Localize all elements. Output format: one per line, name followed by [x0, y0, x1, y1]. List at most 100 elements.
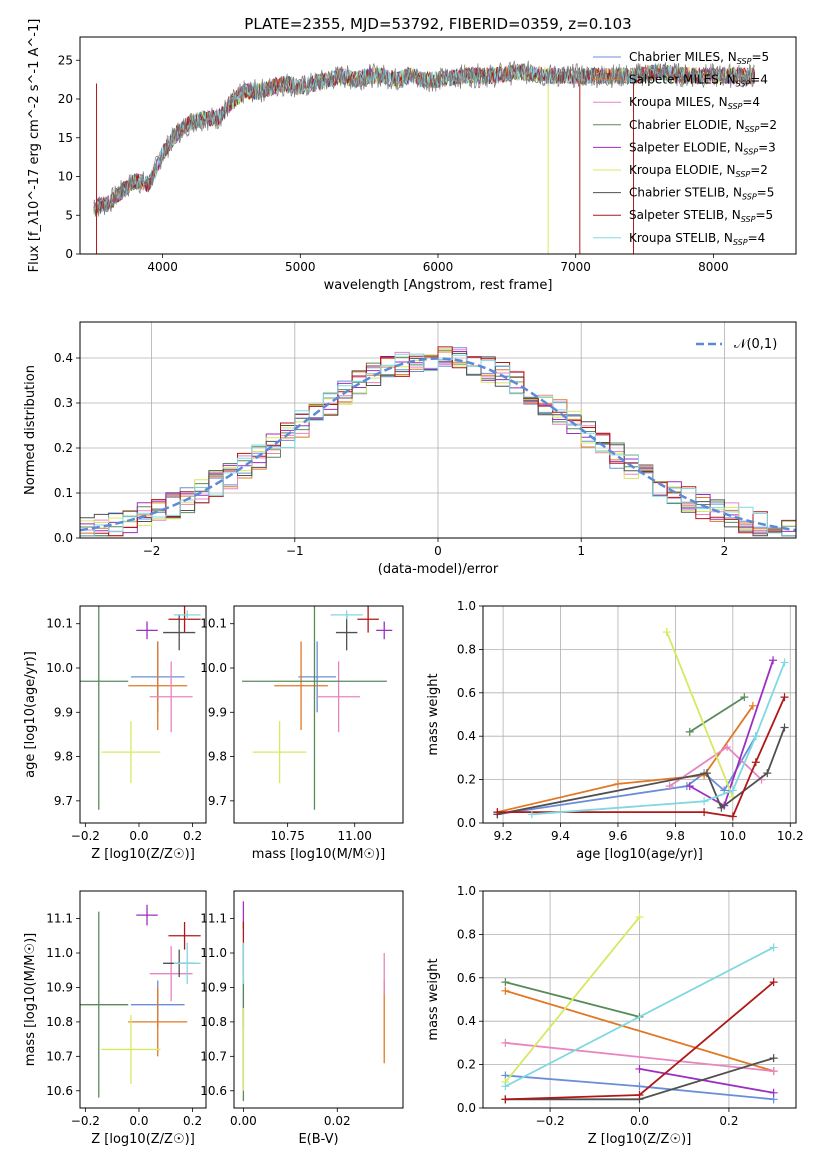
- legend-label: Salpeter ELODIE, NSSP=3: [629, 140, 776, 156]
- panel-age_vs_Z: −0.2 0.0 0.2 9.7 9.8 9.9 10.0 10.1 Z [log10(Z/Z☉…: [23, 605, 207, 862]
- y-tick-label: 10.6: [200, 1084, 227, 1098]
- plot-area: [242, 901, 385, 1102]
- x-tick-label: 7000: [560, 260, 591, 274]
- data-point-marker: [751, 758, 760, 767]
- axes-frame: [482, 890, 797, 1109]
- y-tick-label: 10.8: [46, 1015, 73, 1029]
- plot-area: [80, 904, 201, 1098]
- data-point-marker: [717, 803, 726, 812]
- data-point-marker: [613, 779, 622, 788]
- y-tick-label: 9.7: [54, 794, 73, 808]
- plot-area: [242, 606, 393, 810]
- y-tick-label: 9.9: [54, 705, 73, 719]
- axes-frame: [79, 605, 207, 824]
- mass-weight-line: [497, 705, 754, 813]
- x-axis-label: (data-model)/error: [378, 562, 499, 577]
- y-tick-label: 10.8: [200, 1015, 227, 1029]
- x-tick-label: 0: [434, 544, 442, 558]
- y-tick-label: 9.8: [54, 750, 73, 764]
- data-point-marker: [748, 701, 757, 710]
- x-tick-label: 10.75: [270, 829, 304, 843]
- panel-residuals: −2 −1 0 1 2 0.0 0.1 0.2 0.3 0.4 (data-model)/error…: [23, 321, 797, 577]
- y-axis-label: age [log10(age/yr)]: [23, 651, 38, 778]
- mass-weight-line: [689, 696, 745, 733]
- x-tick-label: 11.00: [338, 829, 372, 843]
- plot-area: [501, 913, 778, 1104]
- axes-frame: [482, 605, 797, 824]
- data-point-marker: [662, 628, 671, 637]
- y-tick-label: 5: [65, 208, 73, 222]
- axes-frame: [233, 605, 404, 824]
- y-tick-label: 25: [58, 53, 73, 67]
- data-point-marker: [501, 1038, 510, 1047]
- y-tick-label: 0.2: [457, 1058, 476, 1072]
- data-point-marker: [780, 658, 789, 667]
- data-point-marker: [700, 797, 709, 806]
- x-tick-label: 9.8: [666, 829, 685, 843]
- x-tick-label: 2: [721, 544, 729, 558]
- x-tick-label: 0.0: [630, 1114, 649, 1128]
- y-tick-label: 0.8: [457, 642, 476, 656]
- y-tick-label: 0.2: [457, 773, 476, 787]
- y-tick-label: 0.4: [457, 729, 476, 743]
- data-point-marker: [702, 769, 711, 778]
- y-tick-label: 0.2: [54, 441, 73, 455]
- x-tick-label: 0.2: [183, 1114, 202, 1128]
- y-axis-label: Flux [f_λ10^-17 erg cm^-2 s^-1 A^-1]: [27, 19, 42, 273]
- x-tick-label: 6000: [423, 260, 454, 274]
- data-point-marker: [769, 1054, 778, 1063]
- x-tick-label: 4000: [147, 260, 178, 274]
- y-axis-label: mass weight: [426, 673, 441, 755]
- x-tick-label: −2: [143, 544, 161, 558]
- x-tick-label: −0.2: [536, 1114, 565, 1128]
- data-point-marker: [728, 786, 737, 795]
- panel-age_vs_mass: 10.75 11.00 9.7 9.8 9.9 10.0 10.1 mass [log10(M…: [200, 605, 404, 862]
- plot-area: [493, 628, 789, 821]
- legend-label: Chabrier MILES, NSSP=5: [629, 50, 769, 66]
- data-point-marker: [635, 1064, 644, 1073]
- panel-massweight_vs_Z: −0.2 0.0 0.2 0.0 0.2 0.4 0.6 0.8 1.0 Z [log10(Z/Z…: [426, 884, 797, 1147]
- data-point-marker: [635, 1090, 644, 1099]
- legend-label: 𝒩(0,1): [734, 337, 777, 352]
- y-tick-label: 0.1: [54, 486, 73, 500]
- y-tick-label: 10.0: [200, 661, 227, 675]
- y-tick-label: 10: [58, 170, 73, 184]
- y-tick-label: 9.8: [208, 750, 227, 764]
- y-tick-label: 0.0: [54, 531, 73, 545]
- legend-label: Chabrier ELODIE, NSSP=2: [629, 118, 777, 134]
- x-axis-label: Z [log10(Z/Z☉)]: [588, 1132, 692, 1147]
- x-axis-label: wavelength [Angstrom, rest frame]: [324, 278, 553, 293]
- residual-histogram: [80, 353, 796, 537]
- legend-label: Kroupa STELIB, NSSP=4: [629, 231, 765, 247]
- data-point-marker: [769, 656, 778, 665]
- x-axis-label: Z [log10(Z/Z☉)]: [91, 1132, 195, 1147]
- plot-area: [93, 60, 756, 254]
- panel-mass_vs_ebv: 0.00 0.02 10.6 10.7 10.8 10.9 11.0 11.1 E(B-V): [200, 890, 404, 1147]
- data-point-marker: [751, 732, 760, 741]
- y-tick-label: 9.9: [208, 705, 227, 719]
- data-point-marker: [700, 808, 709, 817]
- axes-frame: [233, 890, 404, 1109]
- y-tick-label: 20: [58, 92, 73, 106]
- mass-weight-line: [504, 946, 775, 1088]
- data-point-marker: [723, 743, 732, 752]
- y-tick-label: 0: [65, 247, 73, 261]
- mass-weight-line: [639, 1068, 774, 1094]
- y-tick-label: 10.9: [200, 980, 227, 994]
- plot-area: [80, 606, 201, 810]
- y-tick-label: 11.1: [200, 912, 227, 926]
- observed-spectrum-line: [93, 60, 755, 217]
- x-axis-label: Z [log10(Z/Z☉)]: [91, 847, 195, 862]
- data-point-marker: [780, 693, 789, 702]
- x-tick-label: 9.2: [494, 829, 513, 843]
- legend-label: Kroupa ELODIE, NSSP=2: [629, 163, 768, 179]
- x-axis-label: E(B-V): [298, 1132, 338, 1147]
- data-point-marker: [501, 1095, 510, 1104]
- x-axis-label: mass [log10(M/M☉)]: [252, 847, 385, 862]
- y-tick-label: 0.8: [457, 927, 476, 941]
- y-tick-label: 0.3: [54, 396, 73, 410]
- data-point-marker: [769, 978, 778, 987]
- mass-weight-line: [505, 1042, 774, 1072]
- x-tick-label: 8000: [698, 260, 729, 274]
